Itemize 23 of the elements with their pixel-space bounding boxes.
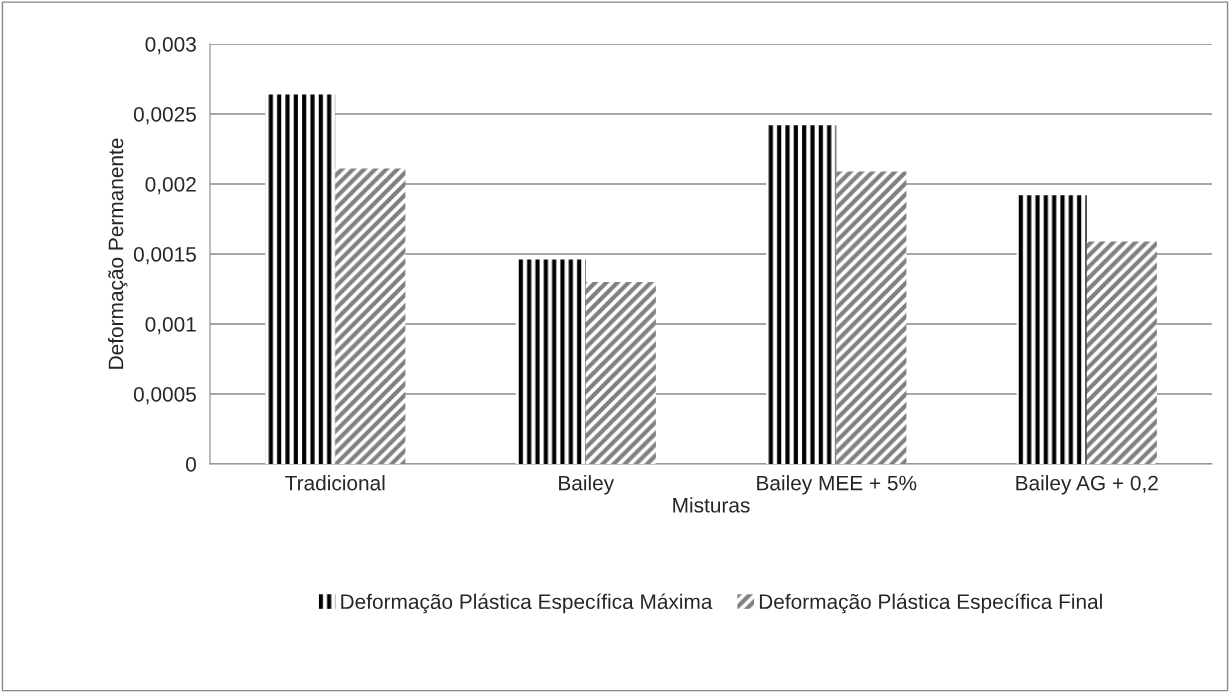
y-tick-label: 0,001	[145, 317, 196, 335]
bar	[335, 168, 406, 464]
x-tick-label: Bailey	[559, 475, 615, 495]
x-axis-title: Misturas	[673, 497, 750, 513]
bar	[1086, 241, 1157, 464]
bar	[766, 125, 837, 464]
x-tick-label: Tradicional	[285, 475, 385, 491]
bar	[265, 94, 336, 464]
y-tick-label: 0,0015	[133, 247, 196, 265]
bar	[836, 171, 907, 464]
y-tick-label: 0,003	[145, 37, 196, 55]
legend-label: Deformação Plástica Específica Máxima	[341, 593, 713, 614]
y-tick-label: 0,0005	[133, 387, 196, 405]
x-tick-label: Bailey MEE + 5%	[757, 475, 917, 495]
x-tick-label: Bailey AG + 0,2	[1016, 475, 1158, 495]
y-tick-label: 0,0025	[133, 107, 196, 125]
y-tick-label: 0,002	[145, 177, 196, 195]
bar	[515, 259, 586, 464]
y-tick-label: 0	[186, 457, 196, 472]
bar	[585, 282, 656, 464]
bar	[1016, 195, 1087, 464]
y-axis-title: Deformação Permanente	[108, 138, 128, 369]
legend-label: Deformação Plástica Específica Final	[759, 593, 1102, 614]
